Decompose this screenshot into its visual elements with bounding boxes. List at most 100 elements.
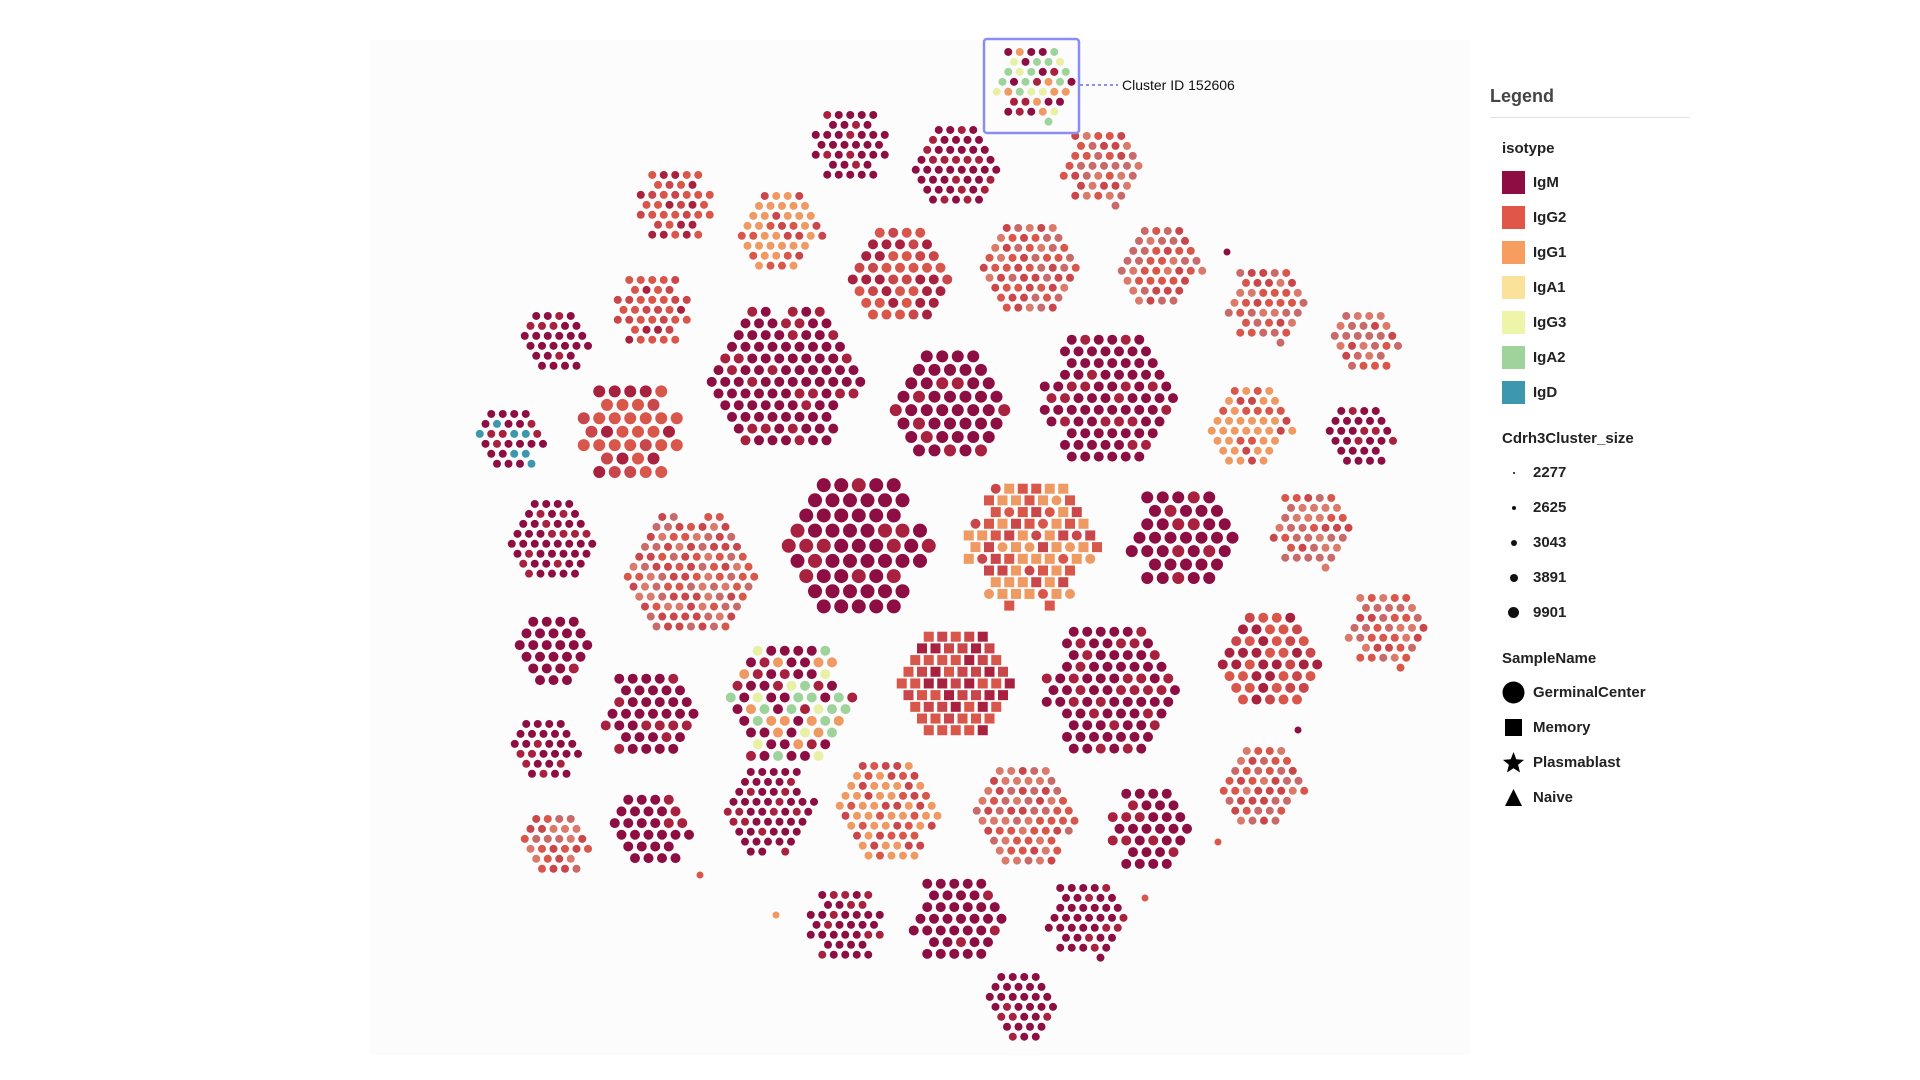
cell-node [647, 425, 660, 438]
cell-node [1152, 266, 1161, 275]
legend-item-igg3[interactable]: IgG3 [1502, 305, 1690, 340]
cell-node [519, 539, 528, 548]
cell-node [654, 720, 665, 731]
cell-node [1304, 493, 1313, 502]
cell-node [568, 640, 579, 651]
cell-node [922, 286, 932, 297]
cell-node [1107, 835, 1118, 846]
cluster-node-group[interactable] [1125, 491, 1239, 584]
cell-node [1044, 117, 1053, 126]
cluster-node-group[interactable] [1044, 883, 1128, 962]
cluster-node-group[interactable] [963, 483, 1102, 611]
cluster-node-group[interactable] [806, 890, 884, 959]
cluster-node-group[interactable] [1041, 626, 1180, 754]
cell-node [1066, 381, 1077, 392]
cell-node [648, 295, 657, 304]
cluster-node-group[interactable] [1059, 131, 1143, 210]
cluster-node-group[interactable] [1219, 746, 1309, 825]
legend-item-igg2[interactable]: IgG2 [1502, 200, 1690, 235]
legend-item-plasmablast[interactable]: Plasmablast [1502, 745, 1690, 780]
cell-node [661, 732, 672, 743]
cell-node [806, 669, 817, 680]
legend-item-igd[interactable]: IgD [1502, 375, 1690, 410]
cluster-node-group[interactable] [889, 350, 1011, 457]
cluster-node-group[interactable] [520, 311, 592, 370]
legend-item-memory[interactable]: Memory [1502, 710, 1690, 745]
cluster-node-group[interactable] [1107, 788, 1192, 869]
cell-node [1055, 673, 1066, 684]
legend-item-iga1[interactable]: IgA1 [1502, 270, 1690, 305]
cell-node [1041, 806, 1050, 815]
legend-size-item[interactable]: 9901 [1502, 595, 1690, 630]
cluster-node-group[interactable] [1269, 493, 1353, 572]
cell-node [957, 690, 968, 701]
cluster-node-group[interactable] [609, 794, 694, 864]
cell-node [886, 599, 901, 614]
cluster-node-group[interactable] [577, 385, 683, 478]
legend-item-naive[interactable]: Naive [1502, 780, 1690, 815]
cell-node [624, 412, 637, 425]
cluster-node-group[interactable] [737, 191, 827, 270]
legend-size-item[interactable]: 3891 [1502, 560, 1690, 595]
cluster-node-group[interactable] [475, 409, 547, 468]
cell-node [920, 377, 933, 390]
highlighted-cluster-box[interactable] [982, 37, 1081, 135]
cell-node [1187, 571, 1200, 584]
legend-size-item[interactable]: 3043 [1502, 525, 1690, 560]
cluster-node-group[interactable] [1325, 406, 1397, 465]
cell-node [525, 569, 533, 578]
cell-node [576, 519, 585, 528]
cluster-node-group[interactable] [507, 499, 597, 578]
cluster-node-group[interactable] [811, 110, 889, 179]
cell-node [841, 376, 852, 387]
cell-node [1259, 396, 1268, 405]
cell-node [922, 878, 933, 889]
cell-node [528, 616, 539, 627]
cluster-node-group[interactable] [725, 645, 858, 761]
cell-node [963, 135, 972, 144]
cell-node [779, 692, 790, 703]
cell-node [648, 732, 658, 743]
legend-item-iga2[interactable]: IgA2 [1502, 340, 1690, 375]
legend-item-igg1[interactable]: IgG1 [1502, 235, 1690, 270]
cluster-node-group[interactable] [636, 170, 714, 239]
cluster-node-group[interactable] [723, 767, 818, 856]
cell-node [1247, 288, 1256, 297]
cell-node [962, 948, 973, 959]
cluster-node-group[interactable] [706, 306, 866, 446]
cluster-node-group[interactable] [896, 631, 1015, 736]
cluster-node-group[interactable] [972, 766, 1079, 865]
cell-node [1066, 404, 1077, 415]
cluster-node-group[interactable] [623, 512, 759, 631]
cluster-node-group[interactable] [1117, 226, 1207, 305]
cell-node [766, 241, 775, 250]
cluster-node-group[interactable] [908, 878, 1007, 959]
cluster-node-group[interactable] [985, 972, 1057, 1041]
legend-size-item[interactable]: 2277 [1502, 455, 1690, 490]
cluster-node-group[interactable] [520, 814, 592, 873]
cluster-node-group[interactable] [1344, 593, 1428, 672]
cluster-node-group[interactable] [911, 125, 1001, 204]
cluster-node-group[interactable] [510, 719, 582, 778]
cluster-node-group[interactable] [1224, 268, 1308, 347]
cluster-node-group[interactable] [835, 761, 942, 860]
legend-item-igm[interactable]: IgM [1502, 165, 1690, 200]
cell-node [1187, 491, 1200, 504]
cell-node [1135, 236, 1143, 245]
cluster-node-group[interactable] [1039, 334, 1178, 462]
cluster-node-group[interactable] [613, 275, 691, 344]
cell-node [698, 542, 707, 551]
cluster-node-group[interactable] [1207, 386, 1297, 465]
cluster-node-group[interactable] [781, 478, 936, 614]
cluster-node-group[interactable] [979, 223, 1080, 312]
legend-item-germinalcenter[interactable]: GerminalCenter [1502, 675, 1690, 710]
cluster-node-group[interactable] [1217, 612, 1323, 705]
cluster-node-group[interactable] [847, 227, 953, 320]
cell-node [1010, 97, 1018, 106]
cluster-node-group[interactable] [992, 47, 1076, 126]
legend-size-item[interactable]: 2625 [1502, 490, 1690, 525]
cluster-node-group[interactable] [1330, 311, 1402, 370]
cluster-node-group[interactable] [600, 673, 699, 754]
cluster-node-group[interactable] [514, 616, 593, 686]
